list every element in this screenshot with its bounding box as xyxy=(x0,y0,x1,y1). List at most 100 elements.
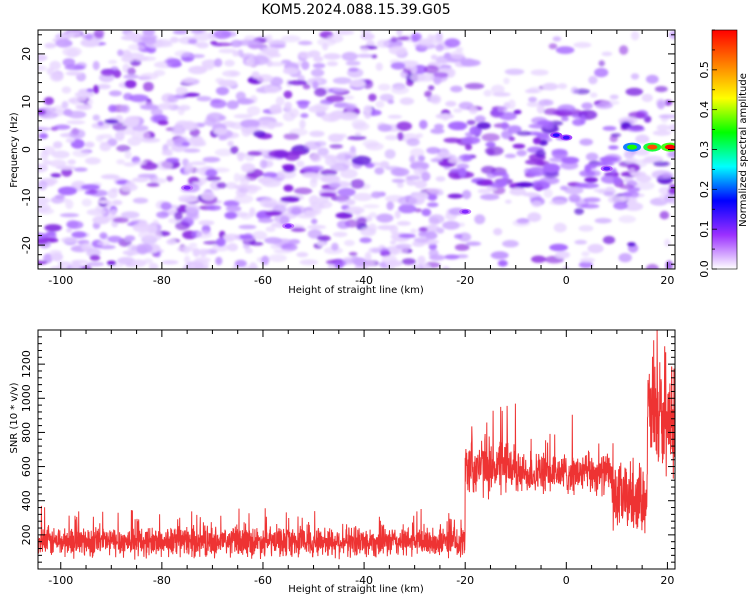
heatmap-cell xyxy=(497,179,508,188)
heatmap-cell xyxy=(549,200,567,206)
heatmap-cell xyxy=(444,38,461,48)
heatmap-cell xyxy=(240,119,260,128)
snr-y-axis-label: SNR (10 * v/v) xyxy=(9,382,20,453)
heatmap-cell xyxy=(65,199,74,210)
heatmap-cell xyxy=(205,176,221,182)
heatmap-cell xyxy=(385,166,401,171)
heatmap-cell xyxy=(84,141,95,148)
heatmap-cell xyxy=(132,125,149,132)
heatmap-cell xyxy=(356,53,374,58)
heatmap-cell xyxy=(428,214,445,224)
heatmap-cell xyxy=(583,197,601,203)
heatmap-cell xyxy=(104,119,119,124)
heatmap-cell xyxy=(256,74,274,83)
heatmap-cell xyxy=(527,166,547,177)
heatmap-cell xyxy=(124,235,136,242)
heatmap-cell xyxy=(618,253,632,263)
heatmap-cell xyxy=(72,149,90,158)
heatmap-cell xyxy=(283,90,293,99)
heatmap-cell xyxy=(554,251,571,259)
heatmap-cell xyxy=(458,101,474,110)
heatmap-cell xyxy=(106,260,117,266)
heatmap-cell xyxy=(282,67,299,75)
heatmap-cell xyxy=(588,75,598,85)
heatmap-cell xyxy=(578,225,594,232)
heatmap-cell xyxy=(125,52,145,58)
heatmap-cell xyxy=(581,251,590,257)
heatmap-cells xyxy=(38,30,675,269)
y-tick-label: 0 xyxy=(20,146,33,153)
heatmap-cell xyxy=(204,168,218,177)
heatmap-cell xyxy=(456,163,470,170)
heatmap-cell xyxy=(117,257,136,265)
heatmap-cell xyxy=(312,80,319,90)
heatmap-cell xyxy=(117,49,124,57)
heatmap-cell xyxy=(664,238,671,247)
heatmap-cell xyxy=(265,226,276,232)
heatmap-cell xyxy=(627,242,636,247)
heatmap-hotspot xyxy=(562,135,570,140)
heatmap-cell xyxy=(646,263,659,269)
heatmap-cell xyxy=(222,233,241,241)
snr-series-line xyxy=(38,330,675,560)
heatmap-cell xyxy=(410,148,425,158)
heatmap-cell xyxy=(630,31,640,41)
heatmap-cell xyxy=(623,150,635,159)
heatmap-cell xyxy=(319,192,337,198)
heatmap-cell xyxy=(262,172,278,178)
heatmap-cell xyxy=(131,130,151,140)
heatmap-cell xyxy=(235,187,247,198)
heatmap-cell xyxy=(426,202,439,208)
heatmap-cell xyxy=(97,240,110,246)
heatmap-cell xyxy=(128,43,145,51)
heatmap-cell xyxy=(668,187,675,195)
heatmap-cell xyxy=(206,112,224,123)
heatmap-cell xyxy=(312,209,319,214)
heatmap-cell xyxy=(465,241,482,246)
heatmap-cell xyxy=(332,77,352,85)
heatmap-cell xyxy=(387,114,403,119)
heatmap-cell xyxy=(100,68,116,77)
heatmap-cell xyxy=(322,43,329,51)
heatmap-cell xyxy=(156,160,173,171)
heatmap-cell xyxy=(108,104,117,113)
heatmap-cell xyxy=(268,254,287,263)
heatmap-cell xyxy=(38,54,48,62)
heatmap-cell xyxy=(140,72,159,80)
heatmap-cell xyxy=(280,196,300,203)
heatmap-cell xyxy=(188,242,198,248)
heatmap-cell xyxy=(174,211,183,221)
heatmap-cell xyxy=(665,260,674,269)
x-tick-label: -40 xyxy=(355,574,373,587)
heatmap-cell xyxy=(174,50,191,58)
heatmap-cell xyxy=(602,235,616,245)
heatmap-cell xyxy=(59,213,80,218)
heatmap-cell xyxy=(659,211,670,220)
heatmap-cell xyxy=(433,76,442,85)
heatmap-cell xyxy=(62,58,76,67)
heatmap-cell xyxy=(421,171,431,182)
heatmap-cell xyxy=(542,82,559,91)
heatmap-cell xyxy=(182,121,199,131)
heatmap-cell xyxy=(398,204,417,214)
heatmap-cell xyxy=(86,247,101,258)
heatmap-cell xyxy=(656,124,670,131)
heatmap-cell xyxy=(552,36,562,42)
heatmap-cell xyxy=(378,83,391,91)
heatmap-cell xyxy=(134,56,149,62)
heatmap-cell xyxy=(232,50,239,57)
heatmap-cell xyxy=(123,92,133,101)
heatmap-cell xyxy=(339,111,359,121)
heatmap-cell xyxy=(224,211,238,220)
heatmap-cell xyxy=(122,119,136,124)
heatmap-cell xyxy=(246,106,261,116)
heatmap-cell xyxy=(107,188,118,199)
heatmap-cell xyxy=(421,208,432,217)
heatmap-cell xyxy=(664,194,675,203)
heatmap-x-axis-label: Height of straight line (km) xyxy=(288,285,424,296)
heatmap-cell xyxy=(360,46,370,53)
y-tick-label: -20 xyxy=(20,236,33,254)
heatmap-cell xyxy=(376,213,394,223)
heatmap-cell xyxy=(267,121,276,130)
heatmap-cell xyxy=(330,163,349,172)
